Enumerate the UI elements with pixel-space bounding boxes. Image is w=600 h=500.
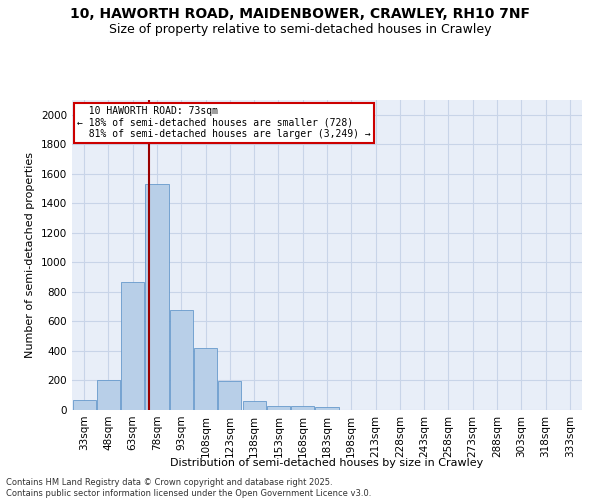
Bar (121, 282, 144, 410)
Bar (316, 407, 338, 410)
Bar (97, 380, 120, 410)
Bar (242, 401, 266, 410)
Bar (267, 406, 290, 410)
Text: 10, HAWORTH ROAD, MAIDENBOWER, CRAWLEY, RH10 7NF: 10, HAWORTH ROAD, MAIDENBOWER, CRAWLEY, … (70, 8, 530, 22)
Text: Size of property relative to semi-detached houses in Crawley: Size of property relative to semi-detach… (109, 22, 491, 36)
Bar (145, 184, 169, 410)
Bar (170, 310, 193, 410)
Text: 10 HAWORTH ROAD: 73sqm
← 18% of semi-detached houses are smaller (728)
  81% of : 10 HAWORTH ROAD: 73sqm ← 18% of semi-det… (77, 106, 371, 140)
Bar (194, 348, 217, 410)
Text: Distribution of semi-detached houses by size in Crawley: Distribution of semi-detached houses by … (170, 458, 484, 468)
Bar (291, 406, 314, 410)
Text: Contains HM Land Registry data © Crown copyright and database right 2025.
Contai: Contains HM Land Registry data © Crown c… (6, 478, 371, 498)
Bar (218, 381, 241, 410)
Y-axis label: Number of semi-detached properties: Number of semi-detached properties (25, 152, 35, 358)
Bar (73, 400, 95, 410)
